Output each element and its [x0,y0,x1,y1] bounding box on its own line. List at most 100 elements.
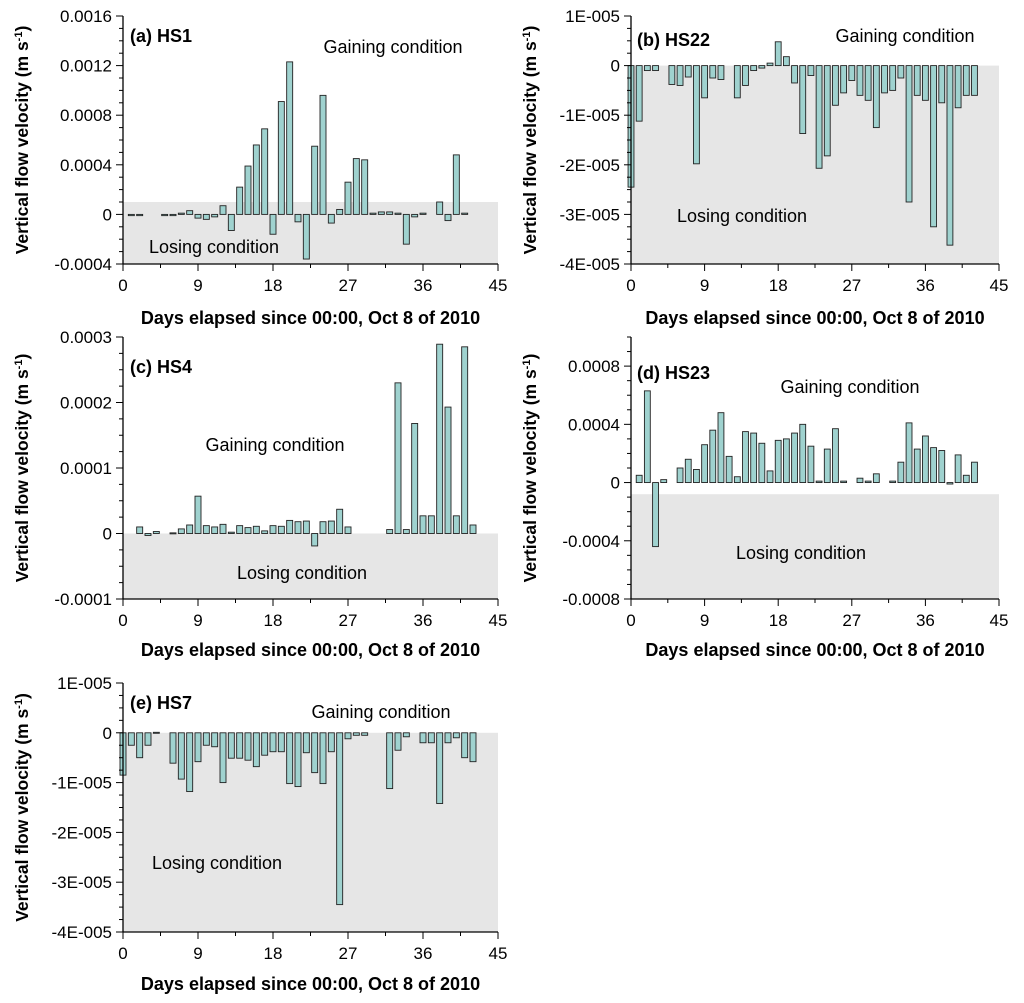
bar [684,458,692,484]
bar [823,448,831,484]
panel-title: (a) HS1 [130,26,192,46]
bar [227,531,235,534]
bar [402,529,410,534]
bar [856,65,864,96]
bar [261,530,269,534]
bar [807,445,815,484]
x-axis-label: Days elapsed since 00:00, Oct 8 of 2010 [645,640,984,660]
x-tick-label: 45 [489,276,508,295]
x-tick-label: 9 [193,944,202,963]
bar [913,65,921,96]
gaining-label: Gaining condition [311,702,450,722]
bar [635,474,643,484]
bar [344,181,352,215]
x-tick-label: 45 [489,944,508,963]
bar [774,41,782,67]
y-tick-label: 1E-005 [565,7,620,26]
bar [668,65,676,85]
bar [832,428,839,484]
bar [227,213,235,231]
y-tick-label: 0 [611,57,620,76]
bar [864,65,872,101]
y-tick-label: -1E-005 [52,774,112,793]
x-axis-label: Days elapsed since 00:00, Oct 8 of 2010 [141,640,480,660]
bar [971,65,978,96]
y-axis-label: Vertical flow velocity (m s-1) [12,693,32,922]
bar [269,525,277,534]
bar [302,520,310,534]
x-axis-label: Days elapsed since 00:00, Oct 8 of 2010 [141,308,480,328]
bar [336,508,344,534]
bar [236,732,244,759]
bar [750,432,758,484]
bar [815,480,823,484]
bar [394,732,402,751]
losing-region [123,732,498,932]
bar [244,527,252,534]
bar [202,213,210,220]
bar [889,480,897,484]
bar [693,65,700,165]
bar [394,382,402,534]
bar [436,201,444,215]
x-tick-label: 36 [414,611,433,630]
bar [336,732,344,906]
bar [394,212,402,215]
x-tick-label: 9 [700,276,709,295]
bar [136,213,144,217]
bar [344,526,352,534]
bar [136,732,144,759]
bar [261,732,269,756]
bar [643,65,651,72]
bar [261,128,269,215]
bar [461,346,469,534]
bar [758,442,766,484]
bar [461,212,469,215]
bar [652,65,659,72]
y-tick-label: -0.0001 [54,590,112,609]
y-tick-label: 0 [103,205,112,224]
x-tick-label: 36 [414,276,433,295]
losing-label: Losing condition [677,206,807,226]
bar [946,482,954,485]
y-axis-label: Vertical flow velocity (m s-1) [520,354,540,583]
y-tick-label: -4E-005 [52,923,112,942]
y-tick-label: 0.0016 [60,7,112,26]
bar [419,212,427,215]
bar [236,525,244,534]
bar [444,406,452,534]
bar [823,65,831,157]
bar [169,532,177,535]
bar [402,732,410,738]
bar [469,524,477,534]
bar [319,732,327,785]
bar [252,525,260,534]
bar [758,65,766,69]
y-tick-label: 0.0008 [568,357,620,376]
losing-region [631,65,999,264]
x-tick-label: 9 [700,611,709,630]
bar [452,154,460,215]
y-tick-label: -2E-005 [52,823,112,842]
bar [452,732,460,739]
y-tick-label: 0.0004 [568,415,620,434]
bar [186,732,194,793]
bar [684,65,692,78]
bar [643,390,651,484]
bar [152,731,160,734]
bar [294,213,302,223]
bar [211,526,219,534]
bar [386,529,394,534]
chart-panel-2: 0 9 18 27 36 45 -4E-005 -3E-005 -2E-005 -1E-005 0 1… [520,7,1008,328]
losing-label: Losing condition [736,543,866,563]
bar [444,213,452,222]
bar [377,211,385,215]
y-tick-label: -3E-005 [560,205,620,224]
bar [897,65,905,79]
y-tick-label: 0.0004 [60,156,112,175]
bar [856,477,864,484]
bar [962,65,970,96]
y-tick-label: 0.0003 [60,328,112,347]
bar [177,732,185,780]
y-axis-label: Vertical flow velocity (m s-1) [520,26,540,255]
